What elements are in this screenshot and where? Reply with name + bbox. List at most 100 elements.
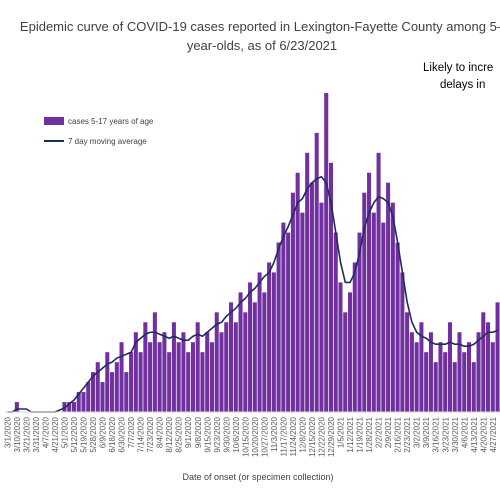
x-tick-label: 10/20/2020 — [251, 416, 260, 457]
bar — [238, 292, 243, 412]
x-tick-label: 4/21/2020 — [51, 416, 60, 452]
x-tick-label: 12/8/2020 — [298, 416, 307, 452]
x-tick-label: 9/8/2020 — [194, 416, 203, 448]
bar — [333, 232, 338, 412]
bar — [195, 322, 200, 412]
x-tick-label: 12/22/2020 — [318, 416, 327, 457]
x-tick-label: 4/13/2021 — [470, 416, 479, 452]
bar — [357, 232, 362, 412]
bar — [138, 352, 143, 412]
bar — [167, 352, 172, 412]
x-tick-label: 3/2/2021 — [413, 416, 422, 448]
bar — [148, 342, 153, 412]
bar — [405, 312, 410, 412]
bar — [409, 332, 414, 412]
bar — [433, 362, 438, 412]
bar — [290, 192, 295, 412]
bar — [76, 392, 81, 412]
bar — [376, 152, 381, 412]
bar — [462, 352, 467, 412]
bar — [143, 322, 148, 412]
x-tick-label: 7/14/2020 — [137, 416, 146, 452]
bar — [95, 362, 100, 412]
chart-title: year-olds, as of 6/23/2021 — [187, 38, 337, 53]
bar — [447, 322, 452, 412]
bar — [133, 332, 138, 412]
bar — [452, 362, 457, 412]
bar — [419, 322, 424, 412]
bar — [395, 242, 400, 412]
x-tick-label: 3/1/2020 — [3, 416, 12, 448]
x-tick-label: 12/29/2020 — [327, 416, 336, 457]
x-axis-label: Date of onset (or specimen collection) — [182, 472, 333, 482]
bar — [309, 182, 314, 412]
x-tick-label: 4/7/2020 — [41, 416, 50, 448]
x-tick-label: 6/30/2020 — [118, 416, 127, 452]
bar — [295, 172, 300, 412]
x-tick-label: 2/2/2021 — [375, 416, 384, 448]
bar — [114, 362, 119, 412]
x-tick-label: 5/12/2020 — [70, 416, 79, 452]
x-tick-label: 3/9/2021 — [422, 416, 431, 448]
x-tick-label: 9/30/2020 — [222, 416, 231, 452]
x-tick-label: 1/12/2021 — [346, 416, 355, 452]
legend-label: cases 5-17 years of age — [68, 117, 154, 126]
bar — [190, 342, 195, 412]
annotation: delays in — [440, 79, 485, 91]
bar — [119, 342, 124, 412]
x-tick-label: 11/24/2020 — [289, 416, 298, 456]
bar — [324, 93, 329, 412]
bar — [300, 212, 305, 412]
x-tick-label: 1/5/2021 — [337, 416, 346, 448]
bar — [466, 342, 472, 412]
bar — [390, 202, 395, 412]
bar — [476, 332, 481, 412]
bar — [414, 342, 419, 412]
bar — [428, 332, 433, 412]
bar — [257, 272, 262, 412]
bar — [67, 402, 72, 412]
bar — [481, 312, 486, 412]
x-tick-label: 9/1/2020 — [184, 416, 193, 448]
x-tick-label: 10/27/2020 — [260, 416, 269, 457]
x-tick-label: 3/30/2021 — [451, 416, 460, 452]
bar — [362, 192, 367, 412]
bar — [162, 332, 167, 412]
bar — [347, 292, 353, 412]
bar — [224, 322, 229, 412]
bar — [352, 262, 357, 412]
x-tick-label: 4/27/2021 — [489, 416, 498, 452]
x-tick-label: 4/20/2021 — [479, 416, 488, 452]
x-tick-label: 6/18/2020 — [108, 416, 117, 452]
x-tick-label: 7/23/2020 — [146, 416, 155, 452]
bar — [157, 342, 162, 412]
bar — [319, 202, 324, 412]
annotation: Likely to incre — [423, 62, 493, 74]
bar — [81, 392, 86, 412]
legend: cases 5-17 years of age 7 day moving aver… — [44, 117, 154, 146]
x-tick-label: 2/9/2021 — [384, 416, 393, 448]
chart-title: Epidemic curve of COVID-19 cases reporte… — [20, 19, 500, 34]
bar — [171, 322, 176, 412]
x-tick-label: 4/6/2021 — [460, 416, 469, 448]
bar — [471, 362, 476, 412]
x-tick-label: 5/19/2020 — [80, 416, 89, 452]
bar — [443, 352, 448, 412]
bar — [305, 152, 310, 412]
bar — [490, 342, 495, 412]
x-tick-label: 11/3/2020 — [270, 416, 279, 452]
x-tick-label: 5/28/2020 — [89, 416, 98, 452]
bar — [438, 342, 443, 412]
x-tick-label: 8/25/2020 — [175, 416, 184, 452]
bar — [152, 312, 157, 412]
bar — [248, 282, 253, 412]
x-tick-label: 9/23/2020 — [213, 416, 222, 452]
bar — [386, 182, 391, 412]
legend-label: 7 day moving average — [68, 137, 147, 146]
bar — [205, 332, 210, 412]
x-tick-label: 12/15/2020 — [308, 416, 317, 457]
x-tick-label: 3/10/2020 — [13, 416, 22, 452]
bar — [271, 272, 276, 412]
legend-swatch — [44, 117, 64, 125]
